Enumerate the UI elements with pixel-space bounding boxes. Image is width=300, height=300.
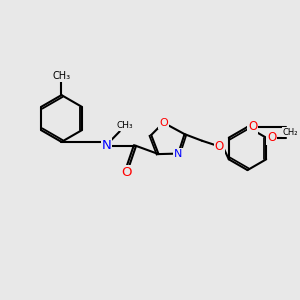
- Text: CH₃: CH₃: [117, 121, 134, 130]
- Text: O: O: [121, 166, 131, 179]
- Text: O: O: [159, 118, 168, 128]
- Text: N: N: [102, 139, 111, 152]
- Text: O: O: [267, 131, 276, 144]
- Text: O: O: [215, 140, 224, 153]
- Text: CH₂: CH₂: [282, 128, 298, 137]
- Text: N: N: [174, 148, 182, 159]
- Text: O: O: [248, 120, 257, 134]
- Text: CH₃: CH₃: [52, 71, 70, 81]
